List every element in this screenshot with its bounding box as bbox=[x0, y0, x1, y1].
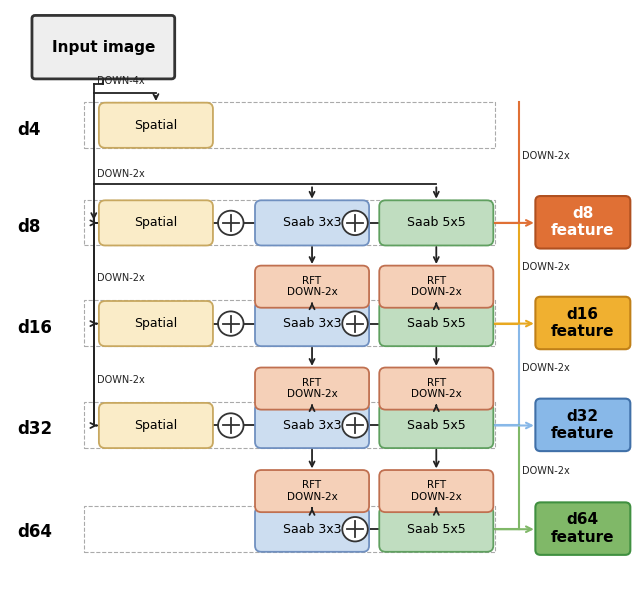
Text: RFT
DOWN-2x: RFT DOWN-2x bbox=[287, 481, 337, 502]
Circle shape bbox=[342, 311, 368, 336]
Text: DOWN-2x: DOWN-2x bbox=[522, 262, 570, 272]
Text: d8
feature: d8 feature bbox=[551, 206, 614, 238]
Text: d16
feature: d16 feature bbox=[551, 306, 614, 339]
Text: Input image: Input image bbox=[52, 40, 155, 55]
Text: RFT
DOWN-2x: RFT DOWN-2x bbox=[287, 378, 337, 400]
FancyBboxPatch shape bbox=[255, 403, 369, 448]
FancyBboxPatch shape bbox=[255, 368, 369, 409]
FancyBboxPatch shape bbox=[380, 301, 493, 346]
Text: Saab 5x5: Saab 5x5 bbox=[407, 317, 466, 330]
Text: RFT
DOWN-2x: RFT DOWN-2x bbox=[411, 481, 461, 502]
Text: Saab 3x3: Saab 3x3 bbox=[283, 419, 341, 432]
Text: DOWN-2x: DOWN-2x bbox=[522, 466, 570, 476]
Circle shape bbox=[342, 413, 368, 438]
FancyBboxPatch shape bbox=[99, 200, 213, 245]
Text: d8: d8 bbox=[17, 218, 41, 236]
FancyBboxPatch shape bbox=[255, 200, 369, 245]
Text: Saab 3x3: Saab 3x3 bbox=[283, 216, 341, 229]
FancyBboxPatch shape bbox=[536, 297, 630, 349]
FancyBboxPatch shape bbox=[255, 507, 369, 552]
Text: DOWN-2x: DOWN-2x bbox=[97, 169, 145, 179]
Text: Saab 3x3: Saab 3x3 bbox=[283, 523, 341, 536]
Text: d64
feature: d64 feature bbox=[551, 512, 614, 545]
Text: d4: d4 bbox=[17, 121, 41, 139]
Text: Saab 3x3: Saab 3x3 bbox=[283, 317, 341, 330]
FancyBboxPatch shape bbox=[536, 196, 630, 248]
FancyBboxPatch shape bbox=[255, 265, 369, 308]
Text: Saab 5x5: Saab 5x5 bbox=[407, 523, 466, 536]
FancyBboxPatch shape bbox=[380, 470, 493, 512]
FancyBboxPatch shape bbox=[99, 403, 213, 448]
Text: Spatial: Spatial bbox=[134, 119, 177, 132]
Text: d32
feature: d32 feature bbox=[551, 409, 614, 441]
FancyBboxPatch shape bbox=[99, 103, 213, 148]
Text: DOWN-2x: DOWN-2x bbox=[522, 364, 570, 373]
Circle shape bbox=[342, 211, 368, 235]
Text: RFT
DOWN-2x: RFT DOWN-2x bbox=[411, 276, 461, 297]
FancyBboxPatch shape bbox=[380, 368, 493, 409]
FancyBboxPatch shape bbox=[99, 301, 213, 346]
FancyBboxPatch shape bbox=[380, 403, 493, 448]
FancyBboxPatch shape bbox=[255, 301, 369, 346]
FancyBboxPatch shape bbox=[536, 503, 630, 555]
Text: d16: d16 bbox=[17, 319, 52, 337]
Text: d32: d32 bbox=[17, 419, 52, 438]
Text: DOWN-2x: DOWN-2x bbox=[522, 151, 570, 161]
FancyBboxPatch shape bbox=[32, 15, 175, 79]
Text: Saab 5x5: Saab 5x5 bbox=[407, 216, 466, 229]
Text: RFT
DOWN-2x: RFT DOWN-2x bbox=[287, 276, 337, 297]
Text: DOWN-2x: DOWN-2x bbox=[97, 273, 145, 283]
Text: DOWN-4x: DOWN-4x bbox=[97, 76, 145, 86]
Circle shape bbox=[218, 413, 244, 438]
Text: Spatial: Spatial bbox=[134, 419, 177, 432]
Text: Saab 5x5: Saab 5x5 bbox=[407, 419, 466, 432]
FancyBboxPatch shape bbox=[536, 398, 630, 451]
Text: Spatial: Spatial bbox=[134, 216, 177, 229]
Circle shape bbox=[218, 211, 244, 235]
Text: DOWN-2x: DOWN-2x bbox=[97, 375, 145, 385]
FancyBboxPatch shape bbox=[380, 265, 493, 308]
FancyBboxPatch shape bbox=[380, 507, 493, 552]
Text: RFT
DOWN-2x: RFT DOWN-2x bbox=[411, 378, 461, 400]
FancyBboxPatch shape bbox=[255, 470, 369, 512]
Text: d64: d64 bbox=[17, 524, 52, 541]
Circle shape bbox=[218, 311, 244, 336]
Circle shape bbox=[342, 517, 368, 541]
FancyBboxPatch shape bbox=[380, 200, 493, 245]
Text: Spatial: Spatial bbox=[134, 317, 177, 330]
